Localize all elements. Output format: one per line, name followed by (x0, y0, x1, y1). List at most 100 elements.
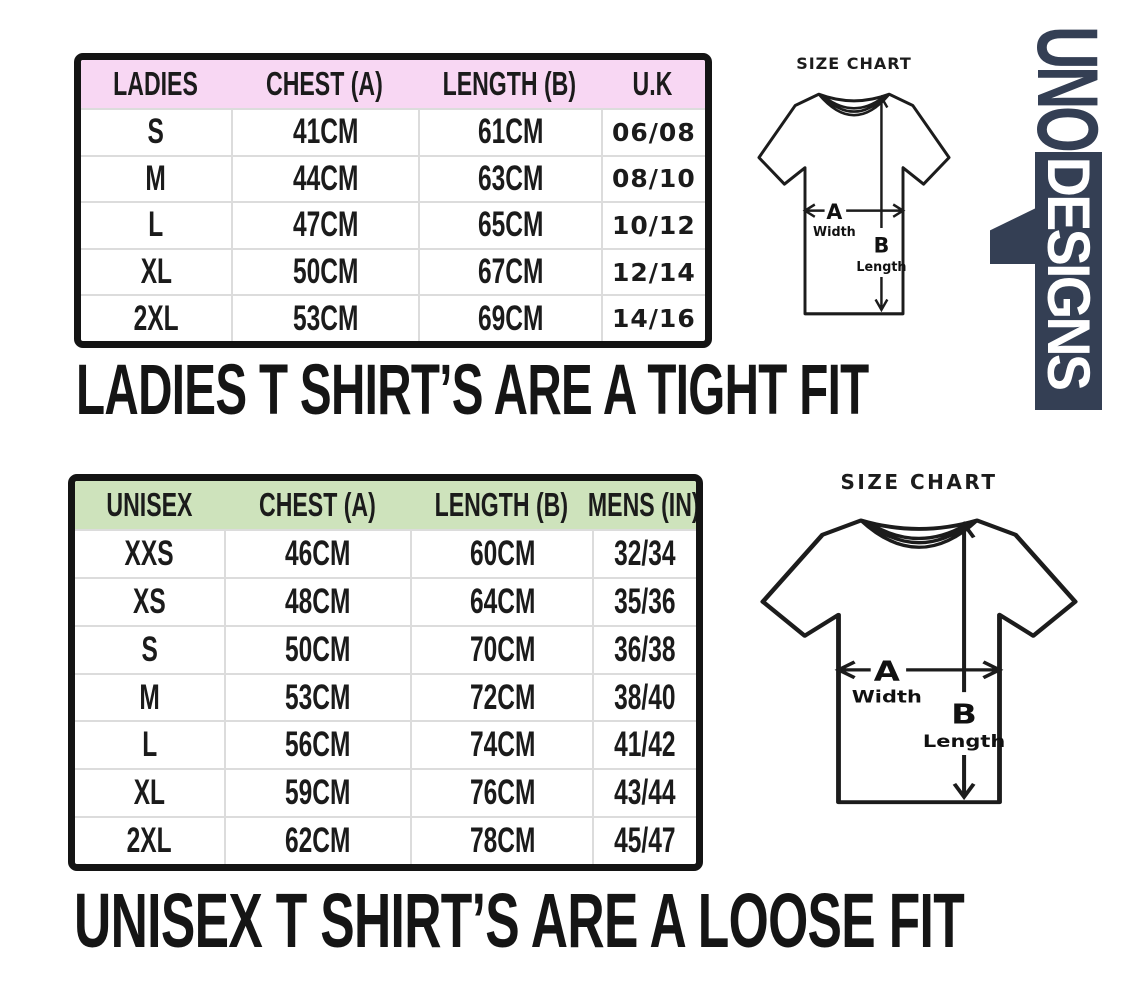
header-cell-chest: CHEST (A) (224, 481, 410, 529)
size-cell: 2XL (75, 818, 224, 864)
cell-value: 41CM (292, 112, 359, 152)
cell-value: XL (133, 773, 166, 813)
header-cell-chest: CHEST (A) (231, 60, 418, 108)
length-letter-label: B (874, 232, 890, 258)
cell-value: 44CM (292, 158, 359, 198)
cell-value: XXS (124, 533, 175, 573)
uk-cell: 14/16 (600, 296, 705, 341)
chest-cell: 41CM (230, 110, 418, 155)
logo-numeral-one-flag (990, 208, 1036, 264)
chest-cell: 50CM (230, 249, 418, 295)
cell-value: 12/14 (612, 257, 696, 287)
size-cell: M (75, 675, 224, 721)
length-cell: 70CM (410, 626, 592, 673)
header-label: MENS (IN) (588, 486, 700, 523)
size-cell: L (75, 722, 224, 768)
size-cell: S (81, 110, 231, 155)
cell-value: 74CM (469, 725, 535, 765)
length-cell: 67CM (417, 249, 601, 295)
length-cell: 61CM (417, 110, 601, 155)
size-cell: L (81, 203, 231, 248)
unisex-table-header-row: UNISEX CHEST (A) LENGTH (B) MENS (IN) (75, 481, 696, 529)
tshirt-diagram-icon: A Width B Length (760, 518, 1078, 805)
length-cell: 63CM (417, 156, 601, 202)
table-row: XS 48CM 64CM 35/36 (75, 576, 696, 625)
width-letter-label: A (874, 655, 900, 687)
cell-value: M (145, 158, 167, 198)
mens-cell: 43/44 (592, 770, 696, 817)
cell-value: M (139, 677, 160, 717)
cell-value: L (142, 725, 157, 765)
cell-value: 78CM (469, 821, 535, 861)
chest-cell: 47CM (230, 203, 418, 248)
cell-value: 32/34 (614, 533, 676, 573)
chest-cell: 44CM (230, 156, 418, 202)
cell-value: 62CM (285, 821, 351, 861)
caption-text: UNISEX T SHIRT’S ARE A LOOSE FIT (74, 878, 965, 964)
width-word-label: Width (813, 225, 856, 240)
length-word-label: Length (856, 260, 906, 275)
unisex-size-table: UNISEX CHEST (A) LENGTH (B) MENS (IN) XX… (68, 474, 703, 871)
chest-cell: 62CM (224, 818, 410, 864)
cell-value: 65CM (477, 205, 544, 245)
unisex-fit-caption: UNISEX T SHIRT’S ARE A LOOSE FIT (74, 877, 1140, 966)
header-label: CHEST (A) (265, 65, 383, 102)
cell-value: 56CM (285, 725, 351, 765)
size-cell: XXS (75, 531, 224, 577)
diagram-title: SIZE CHART (796, 54, 912, 73)
chest-cell: 48CM (224, 578, 410, 625)
table-row: M 44CM 63CM 08/10 (81, 154, 705, 202)
tshirt-diagram-icon: A Width B Length (757, 92, 951, 316)
logo-designs-block: DESIGNS (1035, 152, 1102, 410)
mens-cell: 41/42 (592, 722, 696, 769)
ladies-size-diagram: SIZE CHART A Width B Length (756, 54, 952, 328)
header-label: CHEST (A) (258, 486, 376, 523)
table-row: S 50CM 70CM 36/38 (75, 624, 696, 673)
length-letter-label: B (951, 699, 977, 731)
unodesigns-logo: UNO DESIGNS (990, 26, 1115, 414)
header-cell-size: LADIES (81, 60, 231, 108)
table-row: L 47CM 65CM 10/12 (81, 201, 705, 248)
cell-value: XS (133, 581, 166, 621)
length-cell: 72CM (410, 674, 592, 721)
cell-value: XL (140, 252, 172, 292)
cell-value: 41/42 (614, 725, 676, 765)
ladies-fit-caption: LADIES T SHIRT’S ARE A TIGHT FIT (76, 350, 1140, 431)
header-cell-length: LENGTH (B) (418, 60, 601, 108)
table-row: XL 50CM 67CM 12/14 (81, 247, 705, 295)
diagram-title: SIZE CHART (840, 470, 998, 494)
header-cell-uk: U.K (601, 60, 705, 108)
length-cell: 64CM (410, 578, 592, 625)
chest-cell: 46CM (224, 531, 410, 577)
cell-value: 70CM (469, 629, 535, 669)
cell-value: 45/47 (614, 821, 676, 861)
length-cell: 76CM (410, 770, 592, 817)
cell-value: 59CM (285, 773, 351, 813)
size-cell: XL (75, 770, 224, 816)
cell-value: 48CM (285, 581, 351, 621)
cell-value: 35/36 (614, 581, 676, 621)
cell-value: 2XL (127, 821, 172, 861)
cell-value: 10/12 (612, 210, 696, 240)
table-row: XXS 46CM 60CM 32/34 (75, 529, 696, 577)
chest-cell: 50CM (224, 626, 410, 673)
size-cell: M (81, 157, 231, 202)
size-cell: 2XL (81, 296, 231, 341)
cell-value: 08/10 (612, 164, 696, 194)
cell-value: S (147, 112, 165, 152)
cell-value: 76CM (469, 773, 535, 813)
cell-value: 61CM (477, 112, 544, 152)
mens-cell: 35/36 (592, 578, 696, 625)
chest-cell: 53CM (230, 296, 418, 341)
cell-value: 53CM (292, 298, 359, 338)
cell-value: 14/16 (612, 304, 696, 334)
mens-cell: 38/40 (592, 674, 696, 721)
chest-cell: 53CM (224, 674, 410, 721)
size-cell: XL (81, 250, 231, 295)
length-cell: 60CM (410, 531, 592, 577)
cell-value: 47CM (292, 205, 359, 245)
chest-cell: 56CM (224, 722, 410, 769)
header-label: LENGTH (B) (434, 486, 569, 523)
header-label: UNISEX (106, 486, 193, 523)
mens-cell: 45/47 (592, 818, 696, 864)
